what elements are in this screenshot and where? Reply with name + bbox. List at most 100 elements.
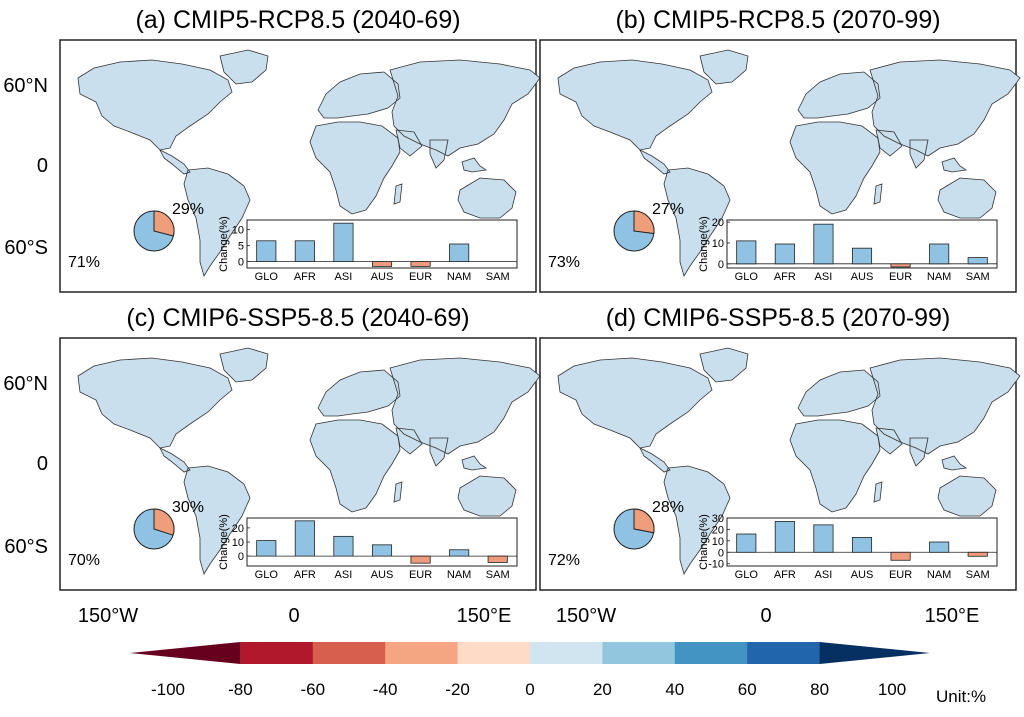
bar-category-label: GLO — [735, 569, 759, 581]
bar-category-label: GLO — [735, 271, 759, 283]
inset-chart-frame — [246, 517, 518, 567]
colorbar-segment — [674, 642, 748, 664]
y-tick-label: 20 — [712, 217, 724, 229]
panel-title: (d) CMIP6-SSP5-8.5 (2070-99) — [606, 304, 951, 332]
lon-label-150e-right: 150°E — [925, 605, 980, 627]
bar — [851, 537, 873, 553]
lat-label-eq-bottom: 0 — [37, 453, 48, 475]
bar-category-label: SAM — [486, 271, 510, 283]
lat-label-eq-top: 0 — [37, 155, 48, 177]
lon-label-150e-left: 150°E — [457, 605, 512, 627]
y-tick-label: 0 — [238, 551, 244, 563]
bar-category-label: AFR — [774, 271, 796, 283]
lon-label-0-right: 0 — [760, 605, 771, 627]
bar-category-label: AFR — [294, 569, 316, 581]
bar — [256, 540, 277, 557]
bar-category-label: ASI — [335, 569, 353, 581]
bar — [813, 223, 834, 265]
bar-category-label: NAM — [447, 271, 471, 283]
colorbar-segment — [240, 642, 314, 664]
pie-label-negative: 29% — [172, 201, 204, 218]
y-tick-label: 5 — [238, 241, 244, 253]
pie-label-negative: 27% — [652, 201, 684, 218]
y-tick-label: -10 — [708, 559, 724, 571]
bar — [371, 261, 393, 267]
y-tick-label: 10 — [232, 537, 244, 549]
bar — [487, 555, 508, 563]
lat-label-60n-bottom: 60°N — [3, 373, 48, 395]
pie-slice-negative — [153, 508, 175, 536]
y-tick-label: 10 — [232, 225, 244, 237]
lon-label-150w-left: 150°W — [78, 605, 138, 627]
colorbar-tick-label: -100 — [151, 680, 185, 699]
pie-label-negative: 28% — [652, 499, 684, 516]
colorbar-segment — [312, 642, 386, 664]
panel-b: (b) CMIP5-RCP8.5 (2070-99) 27% 73% GLO AFR AS… — [539, 6, 1021, 293]
panel-title: (b) CMIP5-RCP8.5 (2070-99) — [615, 6, 940, 34]
pie-label-positive: 72% — [548, 552, 580, 569]
bar — [333, 535, 354, 557]
pie-label-positive: 70% — [68, 552, 100, 569]
bar — [410, 261, 431, 267]
bar — [736, 533, 757, 553]
panel-title: (a) CMIP5-RCP8.5 (2040-69) — [135, 6, 460, 34]
y-axis-label: Change(%) — [218, 514, 230, 570]
bar — [410, 555, 431, 564]
bar-category-label: AFR — [294, 271, 316, 283]
bar-category-label: AUS — [851, 569, 874, 581]
bar-category-label: ASI — [815, 569, 833, 581]
bar — [256, 240, 277, 263]
colorbar-tick-label: -40 — [373, 680, 398, 699]
bar-category-label: NAM — [447, 569, 471, 581]
panel-c: (c) CMIP6-SSP5-8.5 (2040-69) 30% 70% GLO AFR… — [59, 304, 541, 591]
pie-slice-negative — [633, 508, 655, 534]
bar-category-label: ASI — [815, 271, 833, 283]
lat-label-60s-bottom: 60°S — [4, 536, 48, 558]
bar — [449, 549, 470, 557]
y-tick-label: 30 — [712, 513, 724, 525]
bar-category-label: EUR — [889, 569, 912, 581]
inset-chart-frame — [246, 219, 518, 269]
bar-category-label: SAM — [966, 569, 990, 581]
bar — [929, 243, 950, 265]
colorbar-segment — [530, 642, 603, 664]
colorbar-tick-label: 0 — [525, 680, 534, 699]
pie-slice-negative — [633, 210, 655, 235]
bar-category-label: GLO — [255, 569, 279, 581]
bar — [929, 541, 950, 553]
pie-label-positive: 71% — [68, 254, 100, 271]
y-axis-label: Change(%) — [698, 514, 710, 570]
y-tick-label: 10 — [712, 536, 724, 548]
colorbar: -100 -80 -60 -40 -20 0 20 40 60 80 100 — [130, 642, 930, 699]
bar — [967, 551, 988, 557]
colorbar-tick-label: 40 — [665, 680, 684, 699]
colorbar-tick-label: 80 — [810, 680, 829, 699]
bar — [774, 243, 795, 265]
bar-category-label: SAM — [486, 569, 510, 581]
colorbar-segment — [457, 642, 531, 664]
panel-a: (a) CMIP5-RCP8.5 (2040-69) 29% 71% GLO AFR AS… — [59, 6, 541, 293]
bar — [813, 524, 834, 553]
bar-category-label: EUR — [409, 271, 432, 283]
bar-category-label: EUR — [889, 271, 912, 283]
bar-category-label: ASI — [335, 271, 353, 283]
bar — [967, 257, 988, 265]
colorbar-segment — [130, 642, 241, 664]
colorbar-segment — [747, 642, 821, 664]
pie-label-negative: 30% — [172, 499, 204, 516]
y-tick-label: 20 — [712, 524, 724, 536]
bar — [294, 240, 315, 263]
colorbar-tick-label: -80 — [228, 680, 253, 699]
colorbar-tick-label: 20 — [593, 680, 612, 699]
panel-title: (c) CMIP6-SSP5-8.5 (2040-69) — [126, 304, 469, 332]
y-tick-label: 0 — [238, 257, 244, 269]
panel-d: (d) CMIP6-SSP5-8.5 (2070-99) 28% 72% GLO AFR… — [539, 304, 1021, 591]
bar-category-label: EUR — [409, 569, 432, 581]
y-tick-label: 0 — [718, 259, 724, 271]
y-tick-label: 20 — [232, 523, 244, 535]
bar — [371, 544, 393, 557]
bar — [890, 263, 911, 268]
bar — [736, 240, 757, 265]
bar-category-label: AUS — [851, 271, 874, 283]
